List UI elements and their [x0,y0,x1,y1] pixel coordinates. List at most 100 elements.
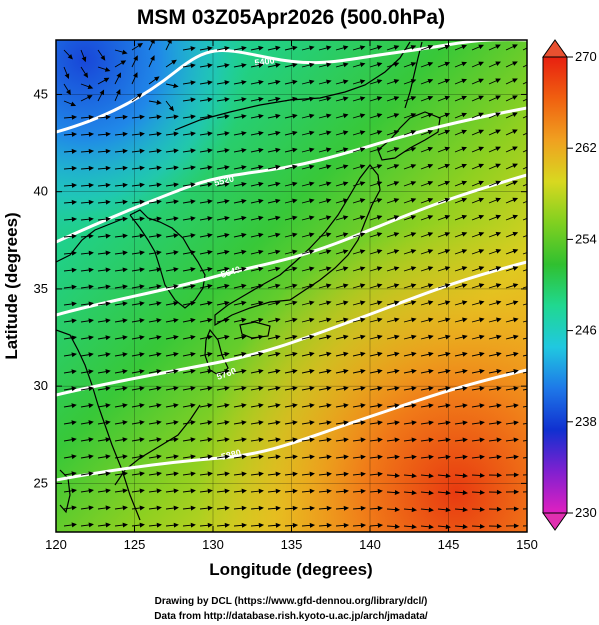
wind-arrow-head [71,301,77,307]
wind-arrow-head [292,300,298,306]
wind-arrow-head [428,386,434,391]
wind-arrow-head [105,250,111,256]
wind-arrow-head [377,386,383,391]
wind-arrow-head [309,420,315,426]
wind-arrow-head [275,522,282,528]
wind-arrow-head [359,300,366,306]
wind-arrow-head [105,386,111,391]
wind-arrow-head [275,420,281,426]
wind-arrow-head [394,334,400,340]
coastline-honshu [214,164,381,327]
wind-arrow-head [224,471,230,477]
wind-arrow-head [122,131,128,137]
wind-arrow-head [122,165,128,171]
wind-arrow-head [359,113,366,119]
wind-arrow-head [156,199,162,205]
wind-arrow-head [156,182,162,188]
wind-arrow-head [190,437,196,443]
wind-arrow-head [342,181,349,187]
wind-arrow-head [360,386,366,391]
wind-arrow-head [275,249,281,255]
wind-arrow-head [122,267,128,273]
wind-arrow-head [190,131,196,137]
wind-arrow-head [411,524,418,530]
wind-arrow-head [88,454,94,460]
wind-arrow-head [410,300,417,306]
wind-arrow-head [342,266,349,272]
wind-arrow-head [461,78,468,84]
wind-arrow-head [325,283,332,289]
wind-arrow-head [393,96,400,101]
wind-arrow-head [173,148,179,154]
wind-arrow-head [479,506,486,512]
wind-arrow-head [444,129,451,135]
wind-arrow-head [224,199,230,204]
wind-arrow-head [275,79,281,85]
wind-arrow-head [292,232,298,238]
wind-arrow-head [139,233,145,239]
wind-arrow-head [445,368,451,374]
wind-arrow-head [411,454,417,460]
wind-arrow-head [241,249,247,255]
wind-arrow-head [207,182,213,188]
wind-arrow-head [393,198,400,203]
wind-arrow-head [309,505,316,511]
wind-arrow-shaft [522,200,527,204]
coastline-taiwan [59,469,71,514]
wind-arrow-head [478,214,485,220]
wind-arrow-head [359,232,366,238]
wind-arrow-head [275,45,281,51]
wind-arrow-head [394,403,400,409]
wind-arrow-head [258,454,264,460]
wind-arrow-head [377,420,383,426]
wind-arrow-head [139,318,145,323]
wind-arrow-head [292,130,298,136]
wind-arrow-head [512,197,519,203]
wind-arrow-head [241,471,247,477]
wind-arrow-head [393,130,400,135]
wind-arrow-head [411,351,417,357]
coastline-china [56,217,141,521]
wind-arrow-head [309,181,315,187]
wind-arrow-head [71,471,77,477]
wind-arrow-head [105,182,111,188]
wind-arrow-head [81,56,87,63]
wind-arrow-head [258,62,264,68]
wind-arrow-head [224,80,230,85]
wind-arrow-head [207,403,213,408]
wind-arrow-head [376,232,383,237]
wind-arrow-head [325,198,332,204]
wind-arrow-head [105,437,111,443]
wind-arrow-head [207,233,213,238]
wind-arrow-head [393,147,400,152]
wind-arrow-head [478,249,485,254]
wind-arrow-head [326,488,332,494]
wind-arrow-head [309,437,315,443]
wind-arrow-head [462,403,468,409]
wind-arrow-head [156,250,162,256]
wind-arrow-head [224,46,230,51]
wind-arrow-head [496,317,502,323]
wind-arrow-head [478,231,485,237]
wind-arrow-head [173,182,179,188]
wind-arrow-head [411,403,417,409]
wind-arrow-head [71,335,77,341]
wind-arrow-head [88,335,94,341]
wind-arrow-shaft [522,525,527,527]
wind-arrow-head [309,454,315,460]
coastline-primorye [174,41,411,131]
wind-arrow-head [326,351,332,357]
wind-arrow-head [495,197,502,203]
wind-arrow-head [512,61,518,66]
wind-arrow-head [410,113,417,118]
wind-arrow-head [105,352,111,358]
wind-arrow-head [241,386,247,391]
wind-arrow-head [241,437,247,443]
wind-arrow-head [173,351,179,357]
wind-arrow-head [530,45,534,48]
wind-arrow-head [478,266,485,271]
wind-arrow-head [105,199,111,205]
wind-arrow-head [224,114,230,120]
wind-arrow-head [105,301,111,307]
wind-arrow-head [461,129,468,135]
